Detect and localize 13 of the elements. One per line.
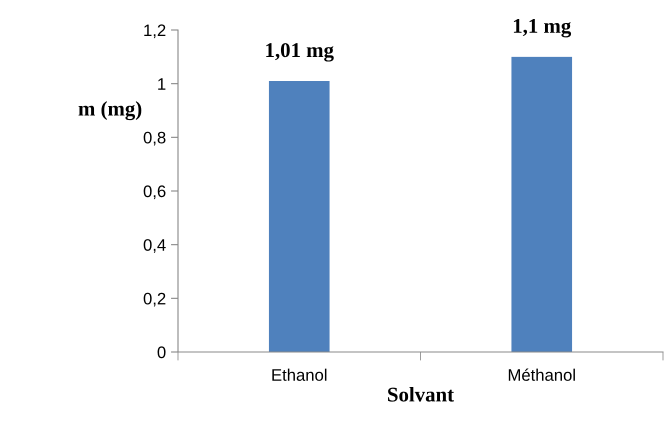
x-tick-label: Méthanol — [508, 368, 575, 381]
data-label: 1,01 mg — [266, 43, 334, 62]
x-axis-title: Solvant — [388, 386, 454, 402]
y-tick-label: 0,2 — [144, 292, 166, 307]
y-tick-label: 0 — [158, 346, 166, 358]
y-tick-label: 1,2 — [144, 24, 166, 38]
y-tick-label: 1 — [158, 78, 166, 90]
x-tick-label: Ethanol — [272, 368, 326, 381]
y-tick-label: 0,6 — [144, 185, 166, 200]
y-tick-label: 0,8 — [144, 132, 166, 146]
y-tick-label: 0,4 — [144, 239, 166, 253]
y-axis-title: m (mg) — [78, 101, 142, 120]
data-label: 1,1 mg — [514, 19, 572, 38]
